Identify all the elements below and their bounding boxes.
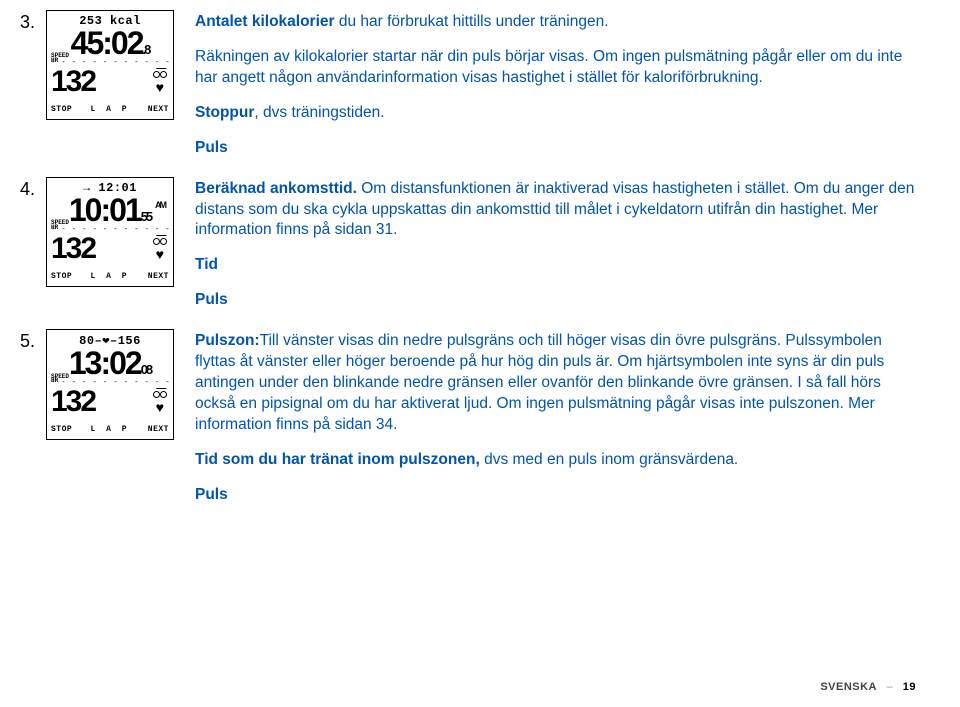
section-number: 5. [20,329,42,352]
lcd-btn-stop: STOP [51,105,72,114]
device-lcd-2: 80–❤–15613:0208SPEEDHR- - - - - - - - - … [46,329,174,440]
lcd-big: 45:02.8 [51,28,169,58]
lcd-btn-next: NEXT [148,425,169,434]
lcd-btn-lap: L A P [90,425,129,434]
text-run: Beräknad ankomsttid. [195,180,357,197]
footer-sep: – [887,681,894,693]
heart-icon: ♥ [156,82,164,96]
left-column: 5.80–❤–15613:0208SPEEDHR- - - - - - - - … [20,329,195,505]
lcd-hr-value: 132 [51,65,95,99]
text-run: , dvs träningstiden. [254,104,384,121]
lcd-btn-stop: STOP [51,425,72,434]
lcd-icons: ♥ [153,388,169,416]
bike-icon [153,235,167,245]
section-row-1: 4.→ 12:0110:0155AMSPEEDHR- - - - - - - -… [20,177,920,312]
text-column: Pulszon:Till vänster visas din nedre pul… [195,329,920,505]
lcd-hr-row: 132 ♥ [51,65,169,99]
bike-icon [153,388,167,398]
text-column: Antalet kilokalorier du har förbrukat hi… [195,10,920,159]
left-column: 3.253 kcal45:02.8SPEEDHR- - - - - - - - … [20,10,195,159]
lcd-hr-value: 132 [51,385,95,419]
text-run: Tid som du har tränat inom pulszonen, [195,451,480,468]
lcd-btns: STOP L A P NEXT [51,105,169,114]
paragraph: Beräknad ankomsttid. Om distansfunktione… [195,179,920,242]
lcd-btn-next: NEXT [148,272,169,281]
text-run: Puls [195,486,228,503]
text-run: Stoppur [195,104,254,121]
text-run: Räkningen av kilokalorier startar när di… [195,48,902,86]
lcd-hr-value: 132 [51,232,95,266]
lcd-icons: ♥ [153,235,169,263]
lcd-btns: STOP L A P NEXT [51,272,169,281]
lcd-big-sub: 55 [141,209,151,224]
paragraph: Puls [195,290,920,311]
bike-icon [153,68,167,78]
paragraph: Puls [195,485,920,506]
lcd-btn-stop: STOP [51,272,72,281]
lcd-btn-lap: L A P [90,105,129,114]
lcd-hr-row: 132 ♥ [51,232,169,266]
device-wrap: 80–❤–15613:0208SPEEDHR- - - - - - - - - … [46,329,176,440]
heart-icon: ♥ [156,402,164,416]
lcd-big-sub: 08 [141,362,151,377]
paragraph: Puls [195,138,920,159]
text-column: Beräknad ankomsttid. Om distansfunktione… [195,177,920,312]
paragraph: Stoppur, dvs träningstiden. [195,103,920,124]
footer-lang: SVENSKA [820,681,877,693]
paragraph: Antalet kilokalorier du har förbrukat hi… [195,12,920,33]
lcd-icons: ♥ [153,68,169,96]
paragraph: Räkningen av kilokalorier startar när di… [195,47,920,89]
text-run: dvs med en puls inom gränsvärdena. [480,451,738,468]
device-wrap: → 12:0110:0155AMSPEEDHR- - - - - - - - -… [46,177,176,287]
lcd-big-sub: .8 [143,42,150,57]
lcd-btn-lap: L A P [90,272,129,281]
text-run: Till vänster visas din nedre pulsgräns o… [195,332,884,433]
lcd-hr-row: 132 ♥ [51,385,169,419]
text-run: Pulszon: [195,332,260,349]
paragraph: Tid [195,255,920,276]
lcd-btns: STOP L A P NEXT [51,425,169,434]
section-row-0: 3.253 kcal45:02.8SPEEDHR- - - - - - - - … [20,10,920,159]
section-number: 3. [20,10,42,33]
page-footer: SVENSKA – 19 [820,681,916,693]
device-wrap: 253 kcal45:02.8SPEEDHR- - - - - - - - - … [46,10,176,120]
lcd-btn-next: NEXT [148,105,169,114]
lcd-big: 13:0208 [51,348,169,378]
footer-page: 19 [903,681,916,693]
paragraph: Pulszon:Till vänster visas din nedre pul… [195,331,920,436]
text-run: Puls [195,291,228,308]
text-run: du har förbrukat hittills under träninge… [335,13,609,30]
section-number: 4. [20,177,42,200]
left-column: 4.→ 12:0110:0155AMSPEEDHR- - - - - - - -… [20,177,195,312]
paragraph: Tid som du har tränat inom pulszonen, dv… [195,450,920,471]
device-lcd-0: 253 kcal45:02.8SPEEDHR- - - - - - - - - … [46,10,174,120]
device-lcd-1: → 12:0110:0155AMSPEEDHR- - - - - - - - -… [46,177,174,287]
section-row-2: 5.80–❤–15613:0208SPEEDHR- - - - - - - - … [20,329,920,505]
lcd-big: 10:0155AM [51,195,169,225]
text-run: Tid [195,256,218,273]
text-run: Puls [195,139,228,156]
lcd-ampm: AM [155,201,165,210]
heart-icon: ♥ [156,249,164,263]
text-run: Antalet kilokalorier [195,13,335,30]
